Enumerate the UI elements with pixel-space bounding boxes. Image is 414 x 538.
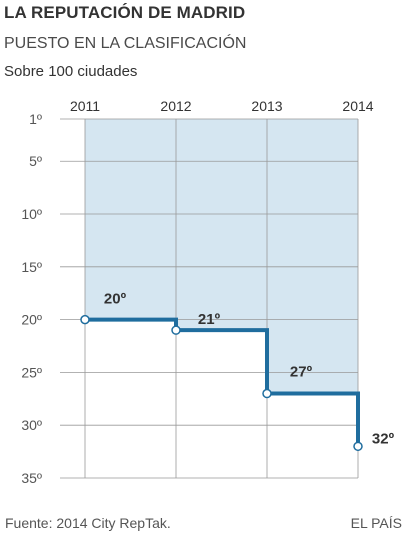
y-tick-label: 10º [21, 206, 42, 222]
x-tick-label: 2013 [251, 98, 282, 114]
series-line [85, 317, 360, 447]
data-label: 21º [198, 311, 221, 328]
y-tick-label: 15º [21, 259, 42, 275]
y-tick-label: 25º [21, 364, 42, 380]
data-point [171, 325, 181, 335]
data-label: 32º [372, 430, 395, 447]
data-point [353, 441, 363, 452]
chart-note: Sobre 100 ciudades [4, 63, 138, 80]
data-point [262, 388, 272, 399]
data-point [80, 314, 90, 325]
source-note: Fuente: 2014 City RepTak. [5, 515, 171, 531]
y-tick-label: 1º [29, 111, 42, 127]
y-tick-label: 20º [21, 312, 42, 328]
x-tick-label: 2012 [160, 98, 191, 114]
y-tick-label: 5º [29, 153, 42, 169]
chart-subtitle: PUESTO EN LA CLASIFICACIÓN [4, 35, 247, 52]
data-label: 20º [104, 291, 127, 308]
shaded-area [85, 119, 358, 394]
x-tick-label: 2014 [342, 98, 373, 114]
x-tick-label: 2011 [70, 98, 100, 114]
data-label: 27º [290, 364, 313, 381]
chart-title: LA REPUTACIÓN DE MADRID [4, 3, 246, 22]
y-tick-label: 30º [21, 417, 42, 433]
y-tick-label: 35º [21, 470, 42, 486]
publisher-credit: EL PAÍS [350, 515, 402, 531]
